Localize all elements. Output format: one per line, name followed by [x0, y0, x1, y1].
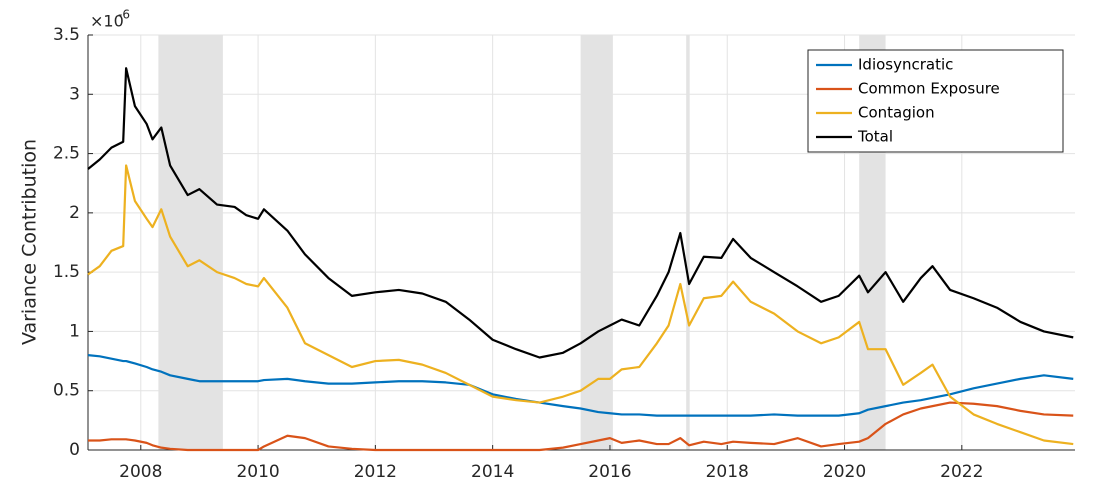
shaded-region	[158, 35, 223, 450]
y-tick-label: 3	[69, 84, 80, 104]
x-tick-label: 2014	[471, 462, 514, 482]
y-axis-label: Variance Contribution	[19, 139, 41, 345]
x-tick-label: 2016	[588, 462, 631, 482]
series-line	[87, 164, 1074, 446]
legend-label: Idiosyncratic	[858, 56, 953, 74]
x-tick-label: 2022	[940, 462, 983, 482]
x-tick-label: 2020	[823, 462, 866, 482]
series-line	[88, 401, 1074, 452]
y-tick-label: 2	[69, 203, 80, 223]
legend-label: Contagion	[858, 104, 935, 122]
legend-box	[807, 49, 1064, 153]
y-scale-base: ×10	[90, 12, 124, 31]
x-tick-label: 2010	[236, 462, 279, 482]
series-line	[87, 67, 1074, 359]
y-tick-label: 1	[69, 321, 80, 341]
x-tick-label: 2012	[354, 462, 397, 482]
legend-label: Common Exposure	[858, 80, 1000, 98]
y-tick-label: 0.5	[53, 381, 80, 401]
y-tick-label: 1.5	[53, 262, 80, 282]
y-tick-label: 2.5	[53, 144, 80, 164]
y-tick-label: 0	[69, 440, 80, 460]
x-tick-label: 2018	[706, 462, 749, 482]
shaded-region	[686, 35, 690, 450]
x-tick-label: 2008	[119, 462, 162, 482]
y-tick-label: 3.5	[53, 25, 80, 45]
legend-label: Total	[857, 128, 893, 146]
y-scale-exponent: -6	[118, 8, 130, 22]
series-line	[87, 354, 1074, 417]
legend: Idiosyncratic Common Exposure Contagion Tot…	[807, 49, 1064, 153]
